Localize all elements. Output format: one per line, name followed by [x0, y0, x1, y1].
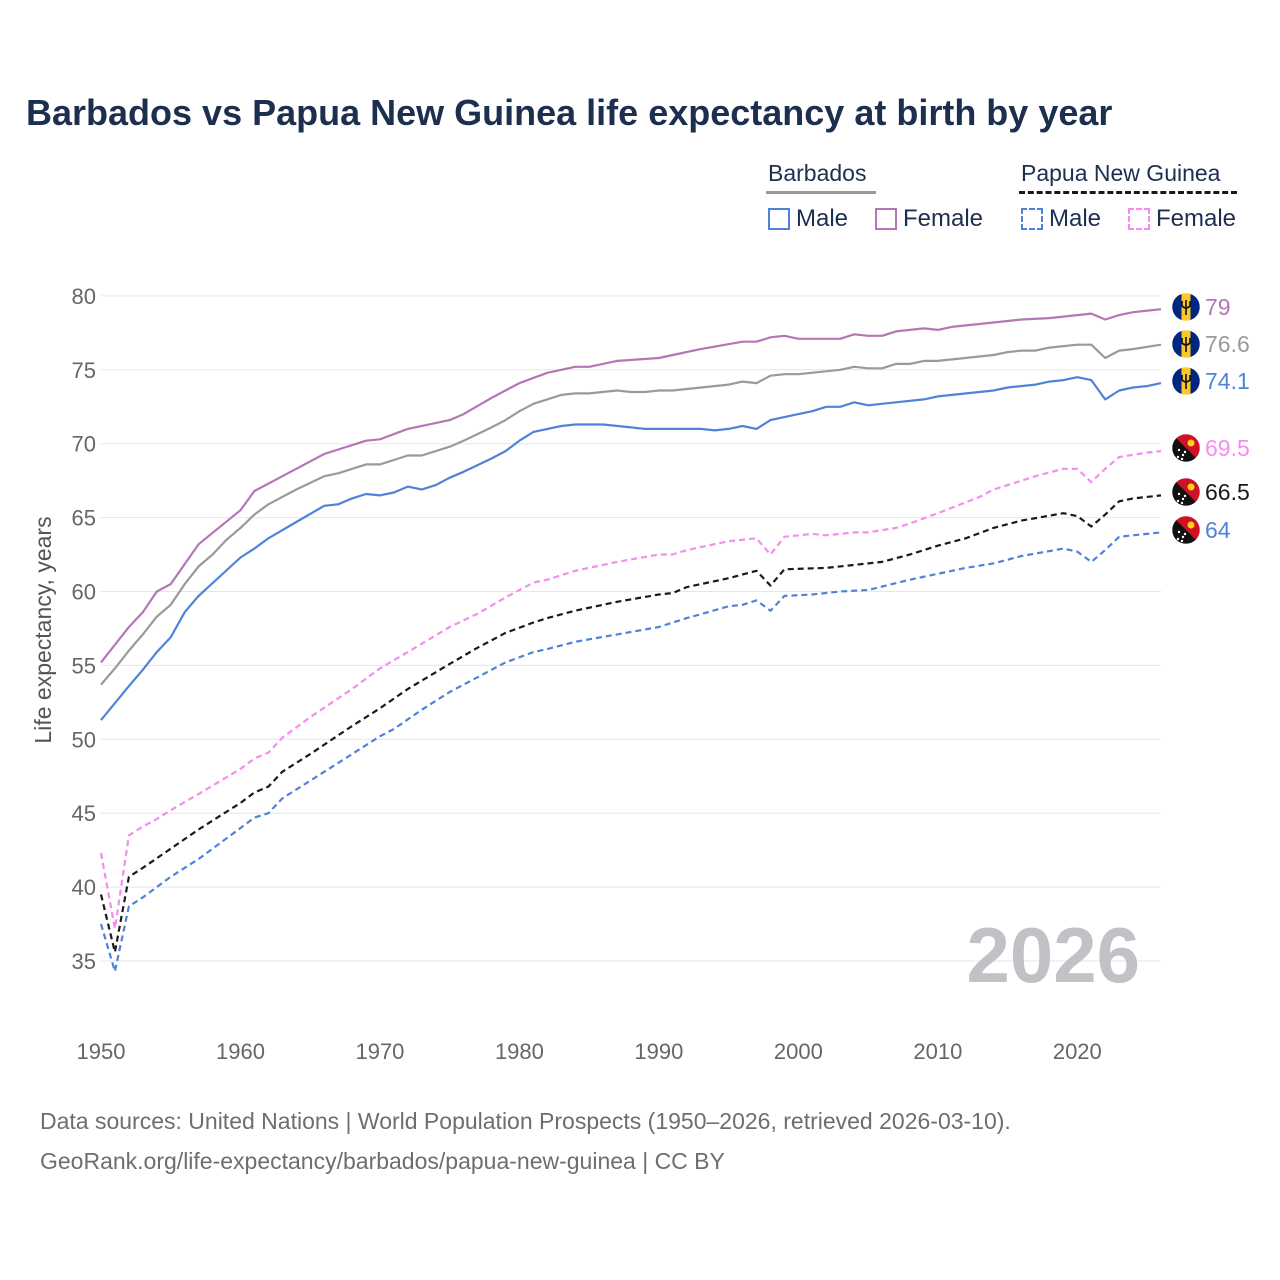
y-tick-label: 75 — [72, 358, 96, 383]
y-tick-label: 55 — [72, 653, 96, 678]
series-line-papua-new-guinea-male[interactable] — [99, 531, 1162, 973]
legend-underline-papua-new-guinea — [1019, 191, 1237, 194]
legend-title-papua-new-guinea: Papua New Guinea — [1021, 160, 1221, 186]
end-value-label: 74.1 — [1205, 368, 1250, 394]
legend-swatch-female — [1128, 208, 1150, 230]
legend-item-barbados-female[interactable]: Female — [875, 205, 983, 233]
y-tick-label: 35 — [72, 949, 96, 974]
series-line-barbados-male[interactable] — [100, 376, 1162, 721]
year-watermark: 2026 — [966, 911, 1140, 999]
x-tick-label: 2010 — [913, 1039, 962, 1064]
source-line-2: GeoRank.org/life-expectancy/barbados/pap… — [40, 1148, 725, 1174]
legend-label: Male — [796, 205, 849, 232]
end-value-label: 64 — [1205, 517, 1231, 543]
papua-new-guinea-flag-icon — [1171, 477, 1201, 507]
source-line-1: Data sources: United Nations | World Pop… — [40, 1108, 1011, 1134]
papua-new-guinea-flag-icon — [1171, 433, 1201, 463]
barbados-flag-icon — [1171, 329, 1201, 359]
barbados-flag-icon — [1171, 366, 1201, 396]
y-tick-label: 50 — [72, 727, 96, 752]
end-value-label: 66.5 — [1205, 479, 1250, 505]
barbados-flag-icon — [1171, 292, 1201, 322]
series-line-barbados-total[interactable] — [100, 343, 1162, 686]
legend-label: Male — [1049, 205, 1102, 232]
y-tick-label: 60 — [72, 580, 96, 605]
y-tick-label: 65 — [72, 506, 96, 531]
x-tick-label: 1960 — [216, 1039, 265, 1064]
series-line-papua-new-guinea-female[interactable] — [99, 450, 1162, 930]
x-tick-label: 2020 — [1053, 1039, 1102, 1064]
x-tick-label: 1970 — [355, 1039, 404, 1064]
legend-item-png-male[interactable]: Male — [1021, 205, 1101, 233]
legend-item-barbados-male[interactable]: Male — [768, 205, 848, 233]
legend-swatch-female — [875, 208, 897, 230]
series-line-papua-new-guinea-total[interactable] — [99, 494, 1162, 954]
line-chart: 35 40 45 50 55 60 65 70 75 80 1950 1960 1970 1980 199… — [30, 284, 1250, 1064]
papua-new-guinea-flag-icon — [1171, 515, 1201, 545]
legend-item-png-female[interactable]: Female — [1128, 205, 1236, 233]
y-axis-label: Life expectancy, years — [30, 516, 56, 743]
y-tick-label: 70 — [72, 432, 96, 457]
chart-title: Barbados vs Papua New Guinea life expect… — [26, 92, 1113, 133]
x-tick-label: 2000 — [774, 1039, 823, 1064]
legend-swatch-male — [1021, 208, 1043, 230]
legend-title-barbados: Barbados — [768, 160, 867, 186]
series-line-barbados-female[interactable] — [100, 308, 1162, 664]
legend-underline-barbados — [766, 191, 876, 194]
y-tick-label: 80 — [72, 284, 96, 309]
legend-label: Female — [903, 205, 984, 232]
legend-label: Female — [1156, 205, 1237, 232]
x-tick-label: 1950 — [77, 1039, 126, 1064]
x-tick-label: 1990 — [634, 1039, 683, 1064]
end-value-label: 69.5 — [1205, 435, 1250, 461]
x-tick-label: 1980 — [495, 1039, 544, 1064]
y-tick-label: 40 — [72, 875, 96, 900]
end-value-label: 79 — [1205, 294, 1231, 320]
legend-swatch-male — [768, 208, 790, 230]
y-tick-label: 45 — [72, 801, 96, 826]
end-value-label: 76.6 — [1205, 331, 1250, 357]
